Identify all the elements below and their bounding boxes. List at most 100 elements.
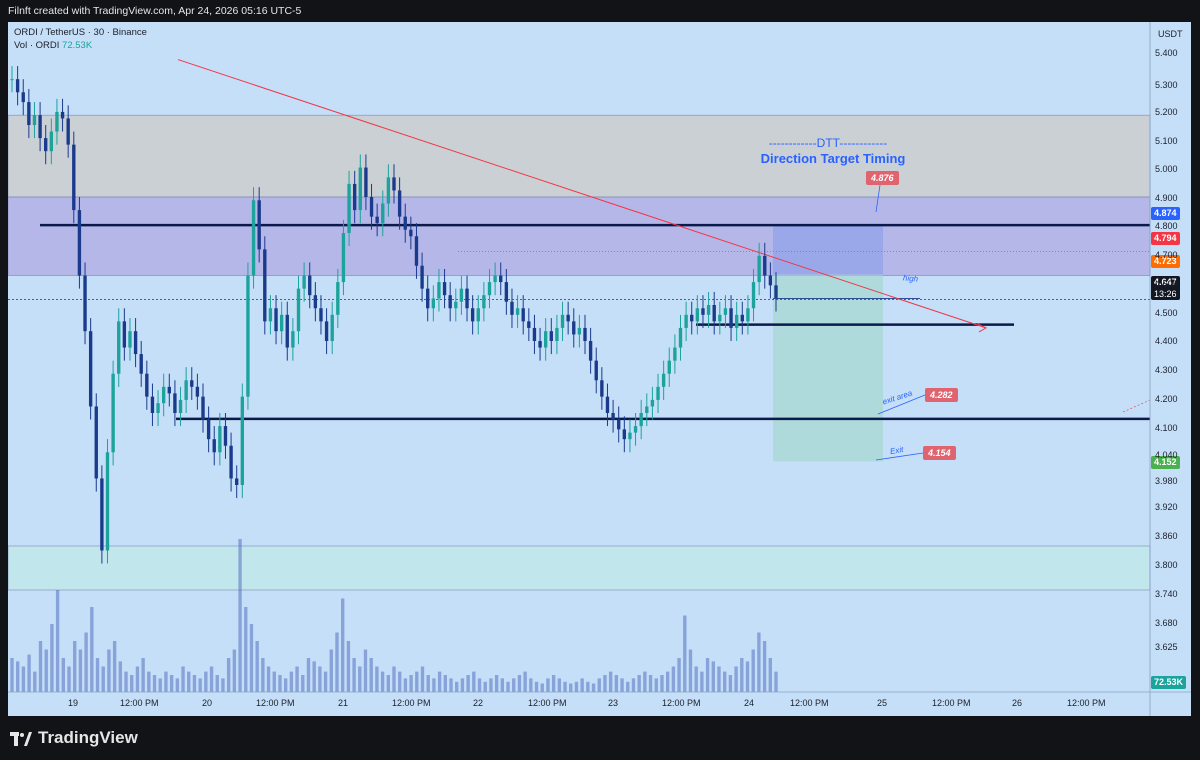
candle[interactable] [268, 295, 273, 335]
candle[interactable] [206, 406, 211, 453]
candle[interactable] [448, 282, 452, 322]
candle[interactable] [470, 295, 475, 335]
candle[interactable] [105, 439, 110, 564]
candle[interactable] [465, 275, 469, 322]
candle[interactable] [257, 187, 261, 263]
candle[interactable] [88, 318, 93, 420]
candle[interactable] [319, 295, 323, 335]
candle[interactable] [212, 426, 216, 466]
candle[interactable] [21, 79, 25, 116]
candle[interactable] [566, 301, 570, 335]
candle[interactable] [285, 301, 289, 361]
candle[interactable] [426, 275, 430, 322]
candle[interactable] [645, 393, 649, 427]
candle[interactable] [381, 190, 385, 237]
candle[interactable] [77, 197, 82, 289]
candle[interactable] [330, 301, 334, 355]
candle[interactable] [476, 295, 480, 335]
candle[interactable] [499, 262, 503, 296]
candle[interactable] [572, 308, 576, 348]
candle[interactable] [555, 314, 559, 355]
candle[interactable] [409, 216, 413, 250]
candle[interactable] [60, 98, 65, 132]
candle[interactable] [588, 327, 593, 374]
candle[interactable] [240, 383, 245, 499]
candle[interactable] [263, 236, 267, 335]
candle[interactable] [560, 301, 565, 341]
price-chart[interactable] [8, 22, 1191, 716]
candle[interactable] [442, 269, 447, 309]
candle[interactable] [308, 262, 312, 309]
candle[interactable] [10, 66, 14, 93]
candle[interactable] [178, 386, 183, 427]
candle[interactable] [633, 413, 638, 446]
candle[interactable] [66, 105, 70, 158]
candle[interactable] [369, 183, 374, 230]
candle[interactable] [38, 102, 42, 152]
candle[interactable] [493, 262, 497, 296]
candle[interactable] [195, 373, 200, 410]
candle[interactable] [740, 301, 744, 335]
tradingview-logo[interactable]: TradingView [10, 728, 138, 748]
candle[interactable] [768, 262, 773, 299]
chart-frame[interactable]: ORDI / TetherUS · 30 · Binance Vol · ORD… [8, 22, 1191, 716]
symbol-line[interactable]: ORDI / TetherUS · 30 · Binance [14, 27, 147, 38]
candle[interactable] [246, 262, 250, 410]
candle[interactable] [201, 383, 205, 433]
candle[interactable] [459, 275, 464, 315]
candle[interactable] [661, 360, 666, 400]
target-note[interactable]: 4.876 [866, 171, 899, 185]
candle[interactable] [173, 380, 177, 427]
candle[interactable] [167, 373, 171, 407]
candle[interactable] [117, 308, 121, 387]
candle[interactable] [133, 318, 138, 368]
candle[interactable] [341, 219, 346, 296]
exit-note[interactable]: 4.154 [923, 446, 956, 460]
exit-area-note[interactable]: 4.282 [925, 388, 958, 402]
candle[interactable] [32, 102, 37, 139]
candle[interactable] [690, 301, 694, 335]
candle[interactable] [701, 295, 705, 328]
candle[interactable] [437, 269, 441, 312]
candle[interactable] [15, 66, 20, 106]
candle[interactable] [223, 413, 228, 459]
candle[interactable] [577, 314, 582, 348]
candle[interactable] [397, 177, 402, 230]
candle[interactable] [49, 118, 54, 165]
candle[interactable] [706, 291, 711, 328]
candle[interactable] [72, 131, 76, 224]
candle[interactable] [583, 314, 587, 355]
candle[interactable] [600, 367, 604, 410]
candle[interactable] [734, 301, 739, 341]
candle[interactable] [414, 223, 419, 279]
candle[interactable] [763, 242, 767, 289]
candle[interactable] [746, 295, 750, 335]
candle[interactable] [650, 386, 655, 420]
candle[interactable] [279, 301, 284, 345]
candle[interactable] [375, 203, 379, 237]
candle[interactable] [352, 170, 357, 224]
candle[interactable] [122, 308, 127, 361]
candle[interactable] [420, 252, 424, 302]
candle[interactable] [549, 318, 553, 355]
candle[interactable] [532, 314, 537, 355]
volume-line[interactable]: Vol · ORDI 72.53K [14, 39, 147, 52]
candle[interactable] [235, 465, 239, 499]
candle[interactable] [83, 262, 87, 345]
candle[interactable] [296, 275, 301, 345]
candle[interactable] [392, 164, 396, 204]
candle[interactable] [718, 301, 722, 335]
candle[interactable] [336, 269, 340, 328]
candle[interactable] [313, 282, 318, 322]
candle[interactable] [695, 295, 700, 335]
candle[interactable] [504, 269, 509, 315]
candle[interactable] [111, 360, 115, 466]
candle[interactable] [628, 419, 632, 453]
candle[interactable] [100, 465, 104, 564]
candle[interactable] [482, 282, 486, 322]
candle[interactable] [729, 295, 733, 341]
candle[interactable] [454, 288, 458, 322]
candle[interactable] [291, 318, 295, 361]
candle[interactable] [302, 262, 306, 302]
candle[interactable] [150, 383, 155, 427]
